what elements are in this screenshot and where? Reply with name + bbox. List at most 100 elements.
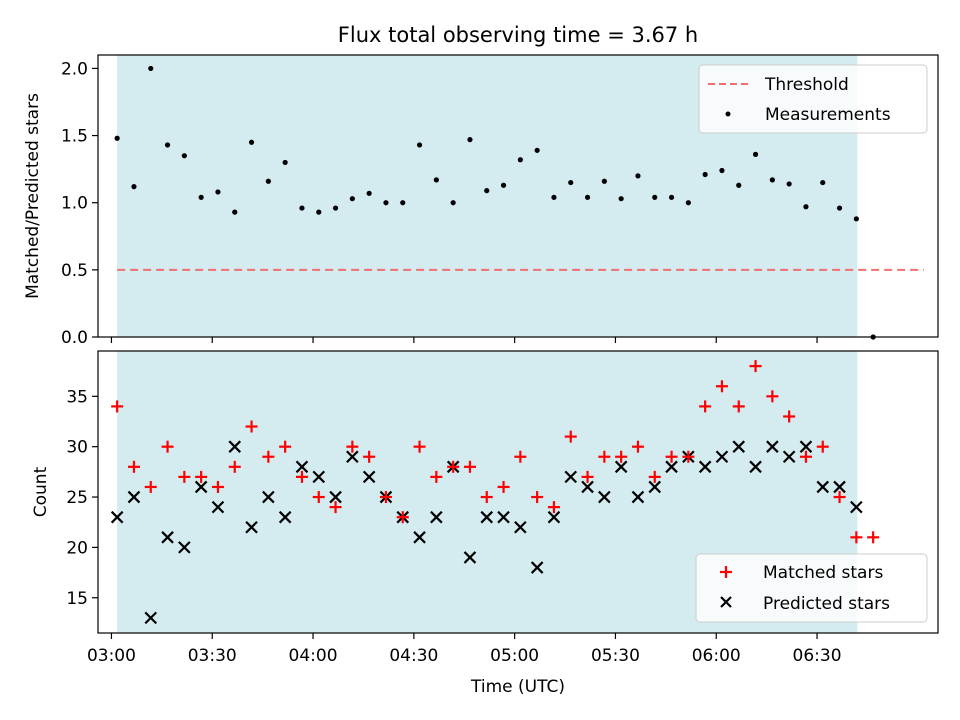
matched-star-point <box>262 450 275 463</box>
matched-star-point <box>850 531 863 544</box>
predicted-star-point <box>362 470 376 484</box>
matched-star-point <box>379 491 392 504</box>
predicted-star-point <box>581 480 594 494</box>
predicted-star-point <box>346 450 359 464</box>
measurement-point <box>803 204 809 210</box>
matched-star-point <box>564 430 577 443</box>
measurement-point <box>433 177 439 183</box>
predicted-star-point <box>228 440 242 453</box>
measurement-point <box>215 189 221 195</box>
predicted-star-point <box>497 510 510 524</box>
predicted-star-point <box>766 440 779 453</box>
measurement-point <box>265 178 271 184</box>
predicted-star-point <box>564 470 578 484</box>
matched-star-point <box>178 470 191 483</box>
predicted-star-point <box>127 490 141 504</box>
measurement-point <box>769 177 775 183</box>
matched-star-point <box>749 360 762 373</box>
predicted-star-point <box>698 460 712 474</box>
measurement-point <box>702 171 708 178</box>
x-tick-label: 03:30 <box>188 646 237 666</box>
predicted-star-point <box>648 480 662 494</box>
matched-star-point <box>598 450 611 463</box>
predicted-star-point <box>598 490 611 504</box>
measurement-point <box>685 200 691 206</box>
measurement-point <box>282 159 288 166</box>
measurement-point <box>719 167 725 174</box>
measurement-point <box>736 182 742 188</box>
predicted-star-point <box>514 520 527 534</box>
matched-star-point <box>447 460 460 473</box>
predicted-star-point <box>833 480 846 494</box>
predicted-star-point <box>850 500 863 514</box>
measurement-point <box>316 209 322 215</box>
measurement-point <box>148 65 154 72</box>
predicted-star-point <box>732 440 746 453</box>
bottom-legend: Matched stars Predicted stars <box>695 553 928 623</box>
matched-star-point <box>480 491 493 504</box>
y-tick-label: 2.0 <box>61 59 88 79</box>
measurement-point <box>484 188 490 194</box>
matched-star-point <box>631 440 644 453</box>
matched-star-point <box>111 400 124 413</box>
measurement-point <box>416 142 423 148</box>
matched-star-point <box>547 501 560 514</box>
y-tick-label: 0.0 <box>61 328 88 348</box>
matched-star-point <box>497 480 510 493</box>
matched-star-point <box>144 480 157 493</box>
bottom-panel: 15 20 25 30 35 03:00 03:30 04:00 04:30 05:00 05:3… <box>31 350 939 697</box>
measurement-point <box>248 139 255 145</box>
measurement-point <box>467 137 473 143</box>
measurement-point <box>786 181 792 187</box>
predicted-star-point <box>262 490 275 504</box>
matched-star-point <box>463 460 476 473</box>
matched-star-point <box>295 470 308 483</box>
predicted-star-point <box>430 510 443 524</box>
measurement-point <box>131 184 137 190</box>
matched-star-point <box>312 491 325 504</box>
matched-star-point <box>211 480 224 493</box>
measurement-point <box>853 216 859 222</box>
matched-star-point <box>699 400 712 413</box>
measurement-point <box>198 194 204 200</box>
legend-threshold-label: Threshold <box>764 75 849 95</box>
measurement-point <box>820 179 826 186</box>
predicted-star-point <box>614 460 628 474</box>
matched-star-point <box>396 511 409 524</box>
bottom-legend-box <box>695 553 928 623</box>
matched-star-point <box>766 390 779 403</box>
matched-star-point <box>279 440 292 453</box>
matched-star-point <box>715 380 728 393</box>
matched-star-point <box>531 491 544 504</box>
y-tick-label: 25 <box>66 488 88 508</box>
matched-star-point <box>329 501 342 514</box>
measurement-point <box>114 135 120 141</box>
measurement-point <box>836 205 843 211</box>
matched-star-point <box>648 470 661 483</box>
x-tick-label: 04:30 <box>389 646 438 666</box>
predicted-star-point <box>749 460 762 474</box>
x-tick-label: 05:00 <box>490 646 539 666</box>
matched-star-point <box>363 450 376 463</box>
top-axes-frame <box>97 54 939 338</box>
measurement-point <box>752 151 759 157</box>
chart-title: Flux total observing time = 3.67 h <box>338 23 698 47</box>
x-tick-label: 06:30 <box>793 646 842 666</box>
matched-star-point <box>127 460 140 473</box>
bottom-x-axis: 03:00 03:30 04:00 04:30 05:00 05:30 06:00 06:30 <box>87 633 842 666</box>
measurement-point <box>383 200 389 206</box>
predicted-star-point <box>144 611 158 625</box>
x-tick-label: 05:30 <box>591 646 640 666</box>
top-y-axis: 0.0 0.5 1.0 1.5 2.0 <box>61 59 98 348</box>
matched-star-point <box>833 491 846 504</box>
predicted-star-point <box>413 531 426 544</box>
measurement-point <box>635 173 641 179</box>
top-legend: Threshold Measurements <box>698 64 928 134</box>
measurement-point <box>164 142 171 148</box>
measurement-point <box>568 179 574 186</box>
predicted-star-point <box>211 500 225 514</box>
count-points <box>110 360 880 625</box>
y-tick-label: 0.5 <box>61 261 88 281</box>
predicted-star-point <box>480 510 494 524</box>
bottom-axes-frame <box>97 350 939 634</box>
